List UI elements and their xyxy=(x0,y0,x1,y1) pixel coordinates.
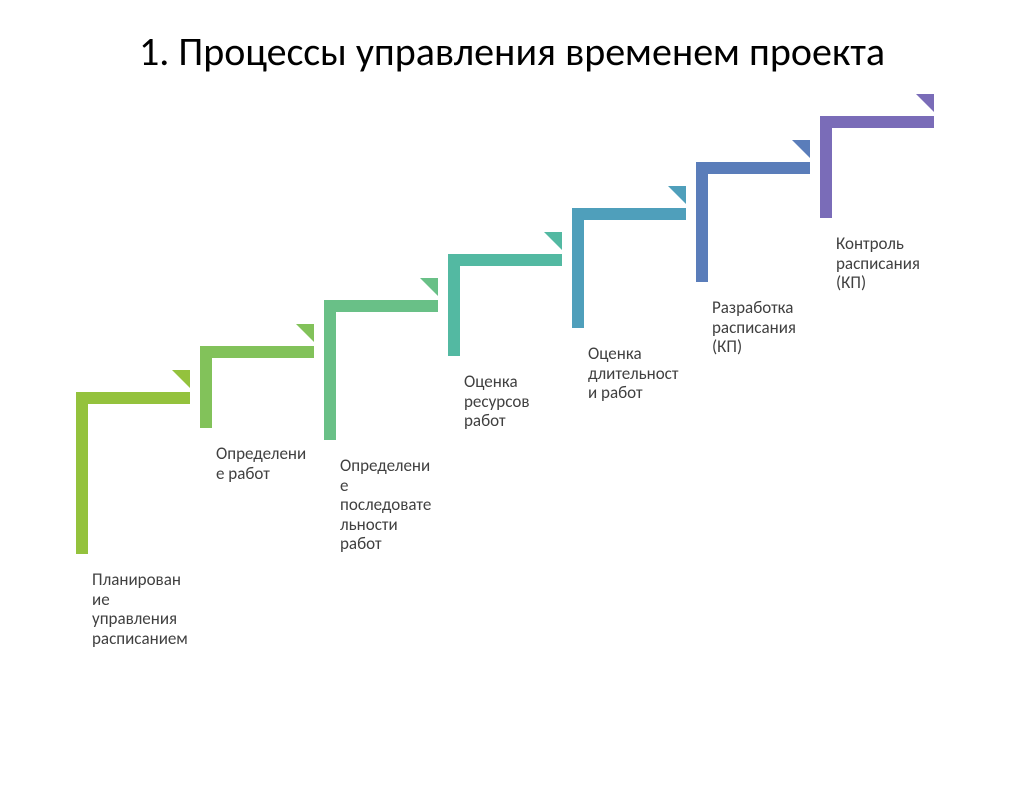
step-bracket-left xyxy=(448,266,460,356)
step-arrow-icon xyxy=(544,232,562,250)
step-arrow-icon xyxy=(792,140,810,158)
slide-title: 1. Процессы управления временем проекта xyxy=(0,28,1024,76)
step-bracket-top xyxy=(696,162,810,174)
step-3: Определение последовательности работ xyxy=(324,300,438,440)
step-1: Планирование управления расписанием xyxy=(76,392,190,554)
step-bracket-top xyxy=(76,392,190,404)
step-arrow-icon xyxy=(172,370,190,388)
step-label: Определение последовательности работ xyxy=(324,440,436,554)
step-bracket-top xyxy=(200,346,314,358)
step-bracket-left xyxy=(76,404,88,554)
step-5: Оценка длительности работ xyxy=(572,208,686,328)
step-bracket-top xyxy=(448,254,562,266)
step-bracket-top xyxy=(820,116,934,128)
step-arrow-icon xyxy=(420,278,438,296)
step-7: Контроль расписания (КП) xyxy=(820,116,934,218)
step-label: Контроль расписания (КП) xyxy=(820,218,932,293)
step-arrow-icon xyxy=(916,94,934,112)
step-4: Оценка ресурсов работ xyxy=(448,254,562,356)
step-bracket-top xyxy=(324,300,438,312)
step-arrow-icon xyxy=(668,186,686,204)
step-label: Планирование управления расписанием xyxy=(76,554,188,648)
staircase-diagram: Планирование управления расписаниемОпред… xyxy=(0,76,1024,636)
step-label: Определение работ xyxy=(200,428,312,483)
step-bracket-top xyxy=(572,208,686,220)
step-bracket-left xyxy=(200,358,212,428)
step-6: Разработка расписания (КП) xyxy=(696,162,810,282)
step-label: Оценка ресурсов работ xyxy=(448,356,560,431)
step-bracket-left xyxy=(572,220,584,328)
step-2: Определение работ xyxy=(200,346,314,428)
step-bracket-left xyxy=(820,128,832,218)
step-bracket-left xyxy=(324,312,336,440)
step-label: Оценка длительности работ xyxy=(572,328,684,403)
step-arrow-icon xyxy=(296,324,314,342)
step-label: Разработка расписания (КП) xyxy=(696,282,808,357)
step-bracket-left xyxy=(696,174,708,282)
